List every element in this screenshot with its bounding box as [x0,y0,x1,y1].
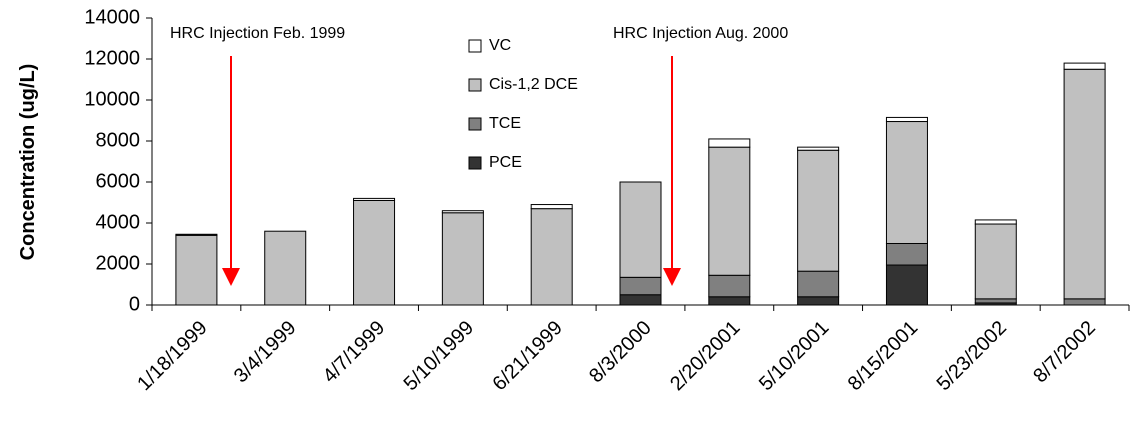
legend-label: VC [489,37,511,54]
y-tick-label: 4000 [96,211,141,233]
bar-segment [708,274,751,298]
x-tick-label: 5/10/2001 [755,317,833,395]
legend-label: TCE [489,115,521,132]
bar-segment [797,146,840,151]
x-tick-label: 8/7/2002 [1029,317,1100,388]
y-tick-label: 14000 [84,6,140,28]
bar-segment [885,121,928,244]
bar-segment [264,230,307,306]
x-tick-label: 6/21/1999 [488,317,566,395]
x-tick-label: 5/10/1999 [400,317,478,395]
bar-segment [974,298,1017,304]
bar-segment [797,149,840,272]
annotation-arrowhead [663,268,681,286]
x-tick-label: 1/18/1999 [133,317,211,395]
bar-segment [1063,298,1106,306]
bar-segment [974,219,1017,225]
x-tick-label: 4/7/1999 [319,317,390,388]
bar-segment [441,210,484,214]
y-tick-label: 0 [129,293,140,315]
bar-segment [619,181,662,278]
bar-segment [530,204,573,210]
bar-segment [619,276,662,296]
annotation: HRC Injection Feb. 1999 [170,25,345,42]
y-axis-label: Concentration (ug/L) [17,64,39,261]
bar-segment [708,146,751,276]
x-tick-label: 3/4/1999 [230,317,301,388]
legend-swatch [468,156,482,170]
bar-segment [1063,62,1106,70]
y-tick-label: 10000 [84,88,140,110]
bar-segment [441,212,484,306]
legend-label: PCE [489,154,522,171]
bar-segment [885,243,928,266]
bar-segment [353,199,396,306]
bar-segment [175,233,218,236]
legend-label: Cis-1,2 DCE [489,76,578,93]
annotation: HRC Injection Aug. 2000 [613,25,788,42]
bar-segment [885,116,928,123]
y-tick-label: 12000 [84,47,140,69]
legend-swatch [468,39,482,53]
annotation-arrowhead [222,268,240,286]
legend-swatch [468,117,482,131]
bar-segment [1063,68,1106,300]
x-tick-label: 5/23/2002 [933,317,1011,395]
y-tick-label: 6000 [96,170,141,192]
bar-segment [974,223,1017,300]
x-tick-label: 2/20/2001 [666,317,744,395]
y-tick-label: 8000 [96,129,141,151]
bar-segment [797,296,840,306]
y-tick-label: 2000 [96,252,141,274]
legend-swatch [468,78,482,92]
bar-segment [530,208,573,306]
bar-segment [353,197,396,201]
bar-segment [175,234,218,306]
bar-segment [885,264,928,306]
bar-segment [708,296,751,306]
bar-segment [619,294,662,306]
x-tick-label: 8/15/2001 [844,317,922,395]
bar-segment [708,138,751,148]
x-tick-label: 8/3/2000 [585,317,656,388]
bar-segment [797,270,840,298]
